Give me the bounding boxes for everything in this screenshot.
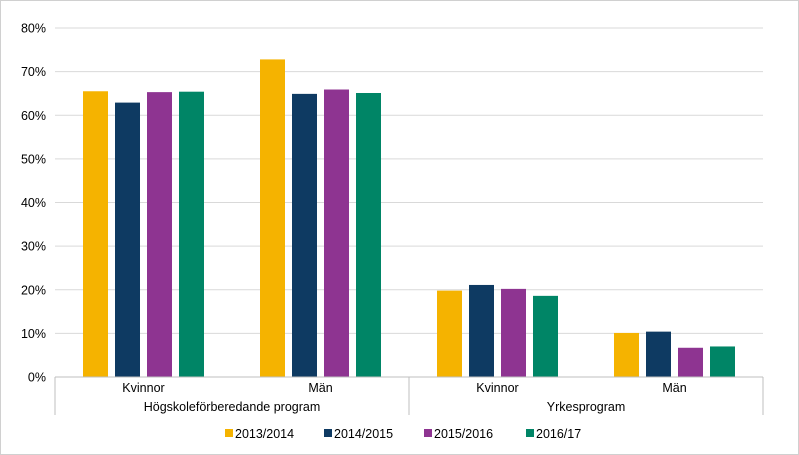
bar (83, 91, 108, 377)
bar (115, 102, 140, 377)
bars (83, 59, 735, 377)
bar (469, 284, 494, 377)
legend-swatch (424, 429, 432, 437)
bar (533, 295, 558, 377)
x-group-label: Yrkesprogram (547, 400, 626, 414)
legend-label: 2016/17 (536, 427, 581, 441)
x-axis-category-labels: Kvinnor Män Kvinnor Män Högskoleförberedande… (122, 381, 686, 414)
legend-swatch (324, 429, 332, 437)
y-tick-label: 70% (21, 65, 46, 79)
x-axis (54, 376, 764, 415)
legend-label: 2014/2015 (334, 427, 393, 441)
y-tick-label: 40% (21, 196, 46, 210)
bar (710, 346, 735, 377)
bar (179, 91, 204, 377)
x-category-label: Kvinnor (476, 381, 518, 395)
bar (501, 288, 526, 377)
legend-swatch (225, 429, 233, 437)
y-tick-label: 80% (21, 22, 46, 36)
x-category-label: Män (308, 381, 332, 395)
y-tick-label: 30% (21, 240, 46, 254)
y-axis-tick-labels: 0% 10% 20% 30% 40% 50% 60% 70% 80% (21, 22, 46, 385)
y-tick-label: 10% (21, 327, 46, 341)
legend-swatch (526, 429, 534, 437)
bar (260, 59, 285, 377)
bar (324, 89, 349, 377)
y-tick-label: 50% (21, 152, 46, 166)
x-group-label: Högskoleförberedande program (144, 400, 321, 414)
x-category-label: Män (662, 381, 686, 395)
y-tick-label: 60% (21, 109, 46, 123)
bar (147, 92, 172, 377)
legend-label: 2015/2016 (434, 427, 493, 441)
bar (678, 347, 703, 377)
gridlines (55, 27, 763, 334)
bar (646, 331, 671, 377)
y-tick-label: 0% (28, 371, 46, 385)
legend-label: 2013/2014 (235, 427, 294, 441)
bar (614, 332, 639, 377)
legend: 2013/2014 2014/2015 2015/2016 2016/17 (225, 427, 581, 441)
y-tick-label: 20% (21, 283, 46, 297)
x-category-label: Kvinnor (122, 381, 164, 395)
bar (292, 93, 317, 377)
bar (437, 290, 462, 377)
bar (356, 93, 381, 377)
